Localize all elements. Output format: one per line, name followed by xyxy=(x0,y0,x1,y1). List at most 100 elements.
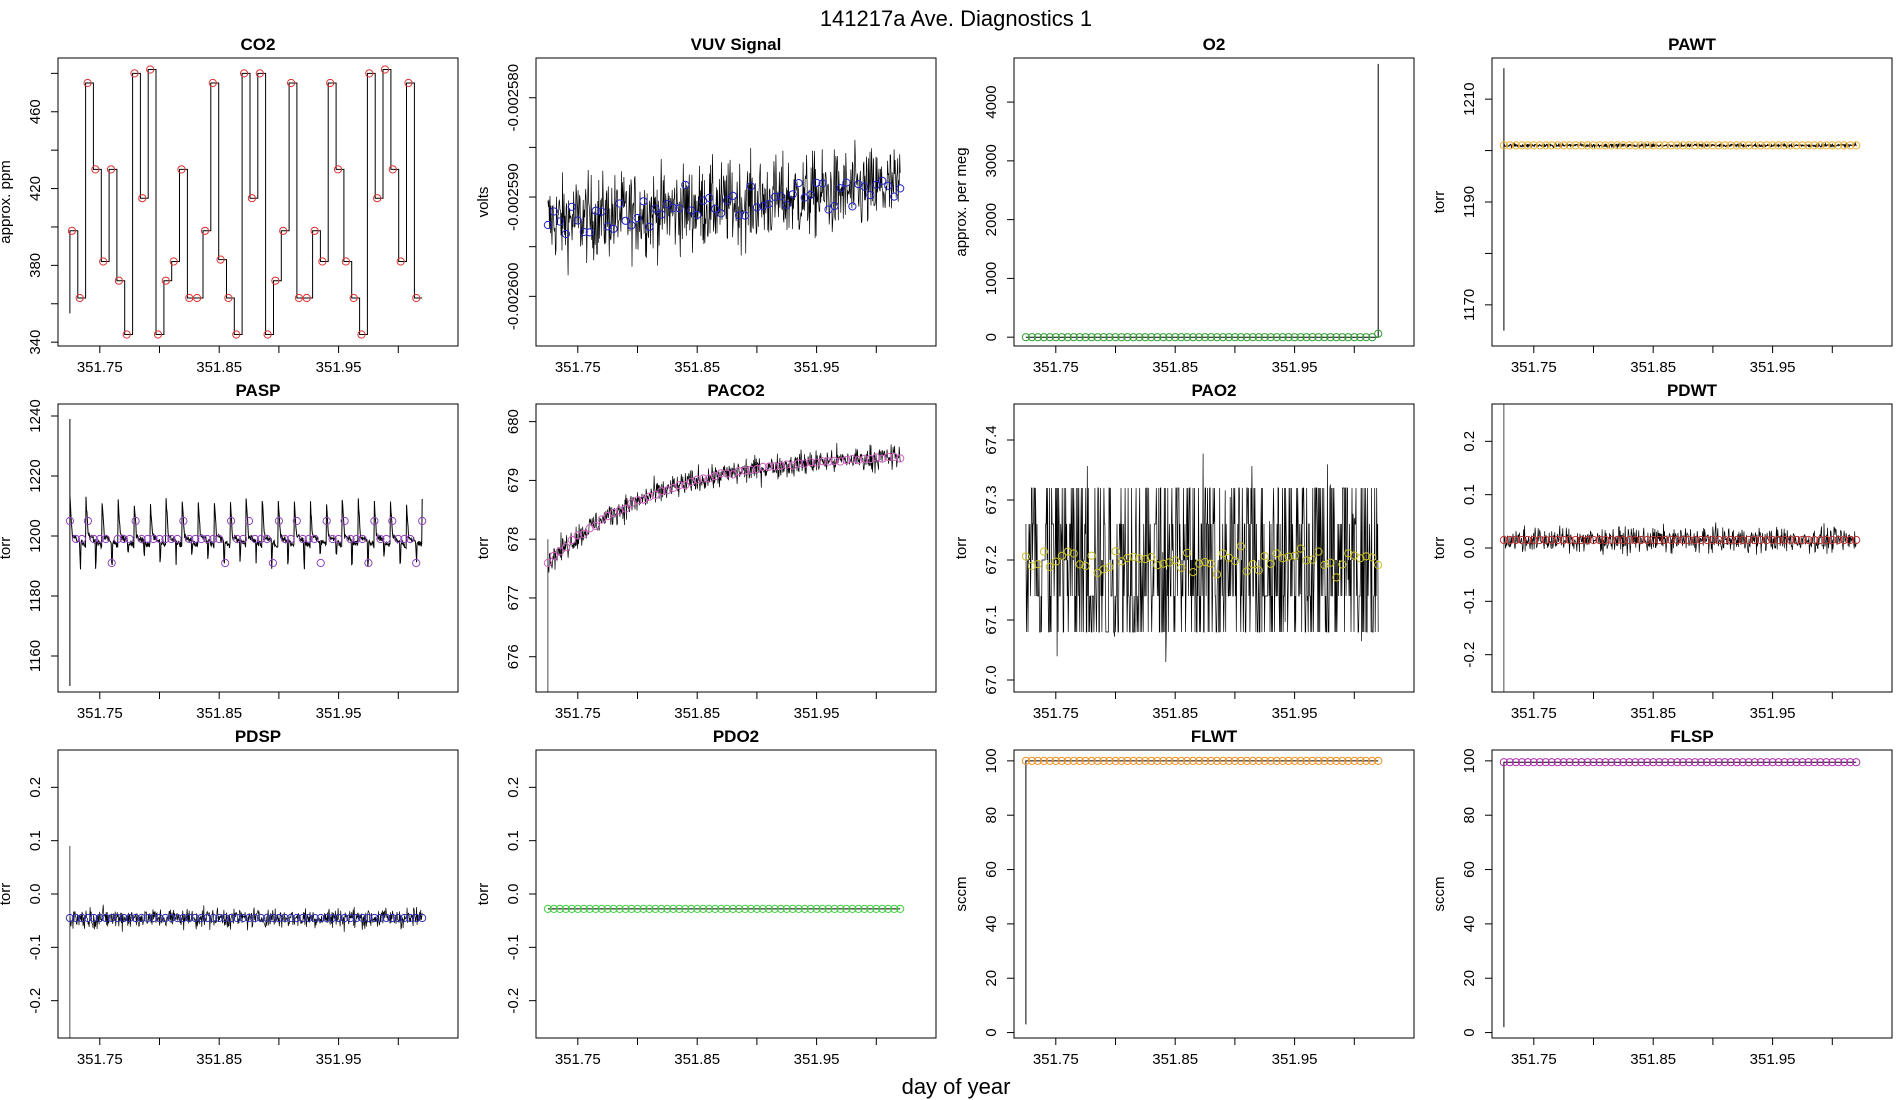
mean-point xyxy=(1690,758,1700,767)
mean-point xyxy=(149,534,158,544)
mean-point xyxy=(1314,756,1323,766)
mean-point xyxy=(1027,756,1037,766)
mean-point xyxy=(406,534,415,544)
mean-point xyxy=(651,204,660,213)
mean-point xyxy=(191,913,200,923)
y-tick-label: 40 xyxy=(983,916,1000,933)
panel-title: PDO2 xyxy=(713,727,759,746)
mean-point xyxy=(1517,535,1527,545)
y-tick-label: -0.002590 xyxy=(505,163,522,231)
mean-point xyxy=(167,913,176,923)
y-axis-label: approx. per meg xyxy=(953,147,970,256)
mean-point xyxy=(764,462,773,471)
mean-point xyxy=(125,913,134,923)
mean-point xyxy=(349,293,358,303)
mean-point xyxy=(1756,535,1765,545)
mean-point xyxy=(1804,141,1813,150)
mean-point xyxy=(1684,535,1694,545)
mean-point xyxy=(1816,535,1825,545)
mean-point xyxy=(896,184,905,193)
mean-point xyxy=(310,913,319,923)
mean-point xyxy=(884,181,893,190)
x-tick-label: 351.95 xyxy=(1272,1051,1318,1068)
mean-point xyxy=(1583,141,1592,150)
panel-pdwt: PDWT torr -0.2 -0.1 0.0 0.1 0.2 351.75 351.85 351… xyxy=(1431,381,1893,722)
mean-point xyxy=(728,191,738,200)
mean-point xyxy=(1732,535,1741,545)
mean-point xyxy=(890,452,899,461)
mean-point xyxy=(794,904,803,914)
mean-point xyxy=(1183,756,1192,766)
y-tick-label: -0.2 xyxy=(27,988,44,1014)
mean-point xyxy=(1242,756,1251,766)
mean-point xyxy=(1505,141,1515,150)
mean-point xyxy=(185,913,194,923)
mean-point xyxy=(1738,535,1747,545)
mean-point xyxy=(101,913,110,923)
mean-point xyxy=(364,558,373,568)
mean-point xyxy=(77,534,87,544)
mean-point xyxy=(1768,535,1777,545)
mean-point xyxy=(1177,563,1186,573)
mean-point xyxy=(143,913,152,923)
y-tick-label: 677 xyxy=(505,585,522,610)
mean-point xyxy=(1619,758,1628,767)
y-tick-label: 1000 xyxy=(983,262,1000,295)
y-axis-label: sccm xyxy=(1431,877,1448,912)
mean-point xyxy=(1332,333,1341,342)
mean-point xyxy=(1290,333,1299,342)
mean-point xyxy=(555,904,565,914)
mean-point xyxy=(1762,758,1771,767)
mean-point xyxy=(1362,552,1371,561)
mean-point xyxy=(227,516,236,526)
mean-point xyxy=(788,190,797,199)
mean-point xyxy=(298,534,307,544)
mean-point xyxy=(1350,333,1359,342)
mean-point xyxy=(298,913,307,923)
mean-point xyxy=(1308,333,1317,342)
mean-point xyxy=(114,276,124,285)
mean-point xyxy=(215,913,224,923)
mean-point xyxy=(1589,758,1598,767)
mean-point xyxy=(1673,141,1682,150)
mean-point xyxy=(1535,141,1544,150)
mean-point xyxy=(1045,756,1054,766)
mean-point xyxy=(91,165,100,174)
mean-point xyxy=(1278,756,1287,766)
mean-point xyxy=(208,78,217,88)
y-tick-label: 460 xyxy=(27,99,44,124)
mean-point xyxy=(758,462,768,471)
mean-point xyxy=(1135,554,1144,563)
mean-point xyxy=(818,179,827,188)
mean-point xyxy=(746,182,756,191)
mean-point xyxy=(579,529,588,539)
mean-point xyxy=(1141,756,1150,766)
mean-point xyxy=(1738,141,1747,150)
mean-point xyxy=(1195,333,1204,342)
mean-point xyxy=(193,293,202,303)
mean-point xyxy=(884,452,893,461)
mean-point xyxy=(896,454,905,463)
x-tick-label: 351.75 xyxy=(1511,1051,1557,1068)
mean-point xyxy=(1523,141,1532,150)
mean-point xyxy=(1356,756,1365,766)
mean-point xyxy=(1171,556,1180,565)
mean-point xyxy=(645,904,654,914)
mean-point xyxy=(1039,547,1049,556)
mean-point xyxy=(161,534,170,544)
mean-point xyxy=(693,475,702,484)
mean-point xyxy=(244,913,254,923)
mean-point xyxy=(1272,549,1281,558)
plot-frame xyxy=(1013,749,1415,1039)
mean-point xyxy=(722,469,732,478)
mean-point xyxy=(322,913,331,923)
mean-point xyxy=(746,904,756,914)
mean-point xyxy=(627,221,636,230)
mean-point xyxy=(1601,141,1610,150)
plot-frame xyxy=(57,57,459,347)
mean-point xyxy=(279,226,288,235)
mean-point xyxy=(1595,535,1604,545)
mean-point xyxy=(878,176,887,185)
mean-point xyxy=(657,210,666,219)
mean-point xyxy=(1302,756,1311,766)
